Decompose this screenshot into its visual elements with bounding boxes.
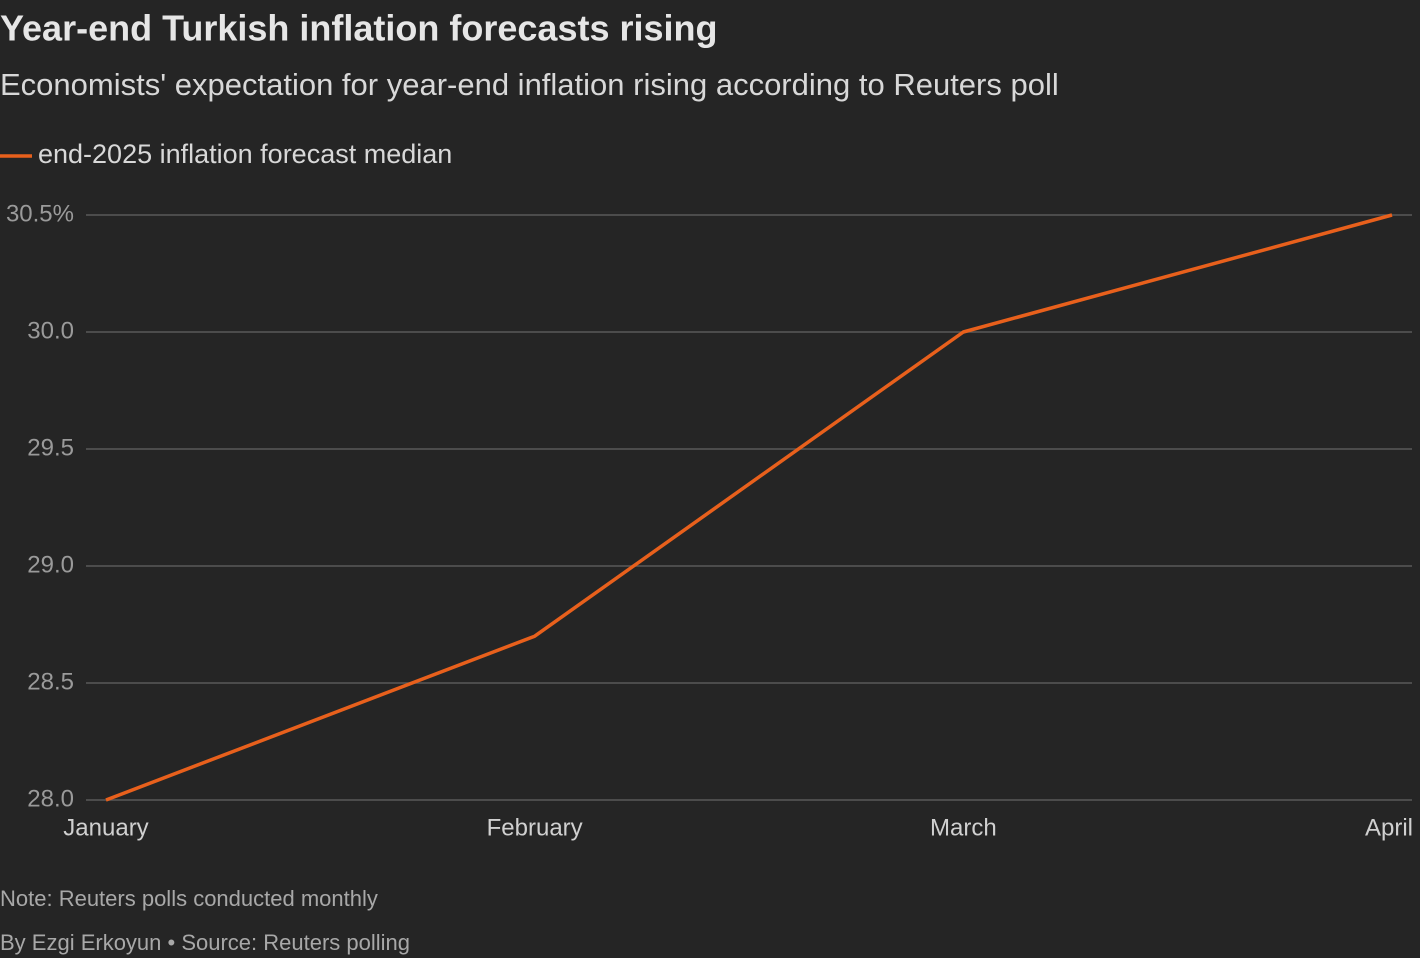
y-tick-label: 30.5%: [6, 200, 74, 227]
x-tick-label: February: [487, 814, 583, 841]
chart-subtitle: Economists' expectation for year-end inf…: [0, 67, 1059, 102]
y-tick-label: 29.5: [27, 434, 74, 461]
y-tick-label: 28.0: [27, 785, 74, 812]
x-tick-label: March: [930, 814, 997, 841]
note: Note: Reuters polls conducted monthly: [0, 886, 378, 911]
y-tick-label: 30.0: [27, 317, 74, 344]
chart-title: Year-end Turkish inflation forecasts ris…: [0, 8, 718, 49]
x-tick-label: January: [63, 814, 148, 841]
x-tick-label: April: [1365, 814, 1413, 841]
source: By Ezgi Erkoyun • Source: Reuters pollin…: [0, 930, 410, 955]
legend-label: end-2025 inflation forecast median: [38, 139, 452, 169]
y-tick-label: 29.0: [27, 551, 74, 578]
data-line: [105, 213, 1393, 802]
y-tick-label: 28.5: [27, 668, 74, 695]
